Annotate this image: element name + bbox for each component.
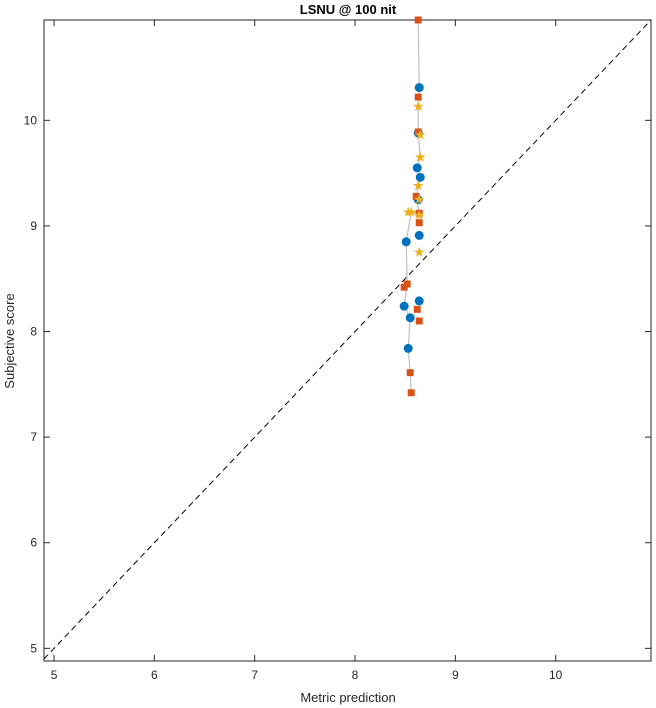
data-point-circle: [415, 172, 425, 182]
data-point-star: [415, 151, 426, 162]
data-point-circle: [414, 296, 424, 306]
data-point-square: [412, 192, 420, 200]
y-axis-label: Subjective score: [2, 293, 17, 388]
y-tick-label: 7: [30, 430, 37, 444]
y-tick-label: 8: [30, 325, 37, 339]
data-point-circle: [405, 313, 415, 323]
x-tick-label: 6: [151, 668, 158, 682]
ticks-layer: 5 6 7 8 9 10 5 6 7 8 9 10: [24, 20, 651, 682]
data-point-square: [414, 16, 422, 24]
data-point-star: [413, 180, 424, 191]
y-tick-label: 6: [30, 536, 37, 550]
data-point-circle: [414, 83, 424, 93]
data-point-star: [414, 209, 425, 220]
data-point-star: [402, 206, 414, 217]
data-point-square: [414, 93, 422, 101]
data-point-star: [414, 246, 425, 257]
data-point-square: [413, 305, 421, 313]
data-point-square: [415, 317, 423, 325]
data-point-circle: [403, 343, 413, 353]
data-point-circle: [399, 301, 409, 311]
data-point-star: [413, 101, 424, 112]
y-tick-label: 5: [30, 641, 37, 655]
x-tick-label: 10: [549, 668, 563, 682]
x-tick-label: 5: [51, 668, 58, 682]
plot-area: [43, 19, 652, 662]
x-axis-label: Metric prediction: [300, 690, 395, 705]
x-tick-label: 8: [352, 668, 359, 682]
data-point-square: [407, 389, 415, 397]
data-point-circle: [414, 230, 424, 240]
data-point-star: [415, 129, 426, 140]
diagonal-layer: [43, 19, 652, 660]
x-tick-label: 7: [251, 668, 258, 682]
points-layer: [399, 16, 426, 397]
data-point-square: [406, 369, 414, 377]
y-tick-label: 10: [24, 113, 38, 127]
data-point-circle: [401, 237, 411, 247]
data-point-square: [414, 128, 422, 136]
x-tick-label: 9: [452, 668, 459, 682]
chart-title: LSNU @ 100 nit: [300, 2, 397, 17]
data-point-circle: [412, 163, 422, 173]
data-point-star: [414, 194, 425, 204]
data-point-square: [415, 219, 423, 227]
y-tick-label: 9: [30, 219, 37, 233]
data-point-square: [400, 283, 408, 291]
diagonal-reference-line: [43, 19, 652, 660]
